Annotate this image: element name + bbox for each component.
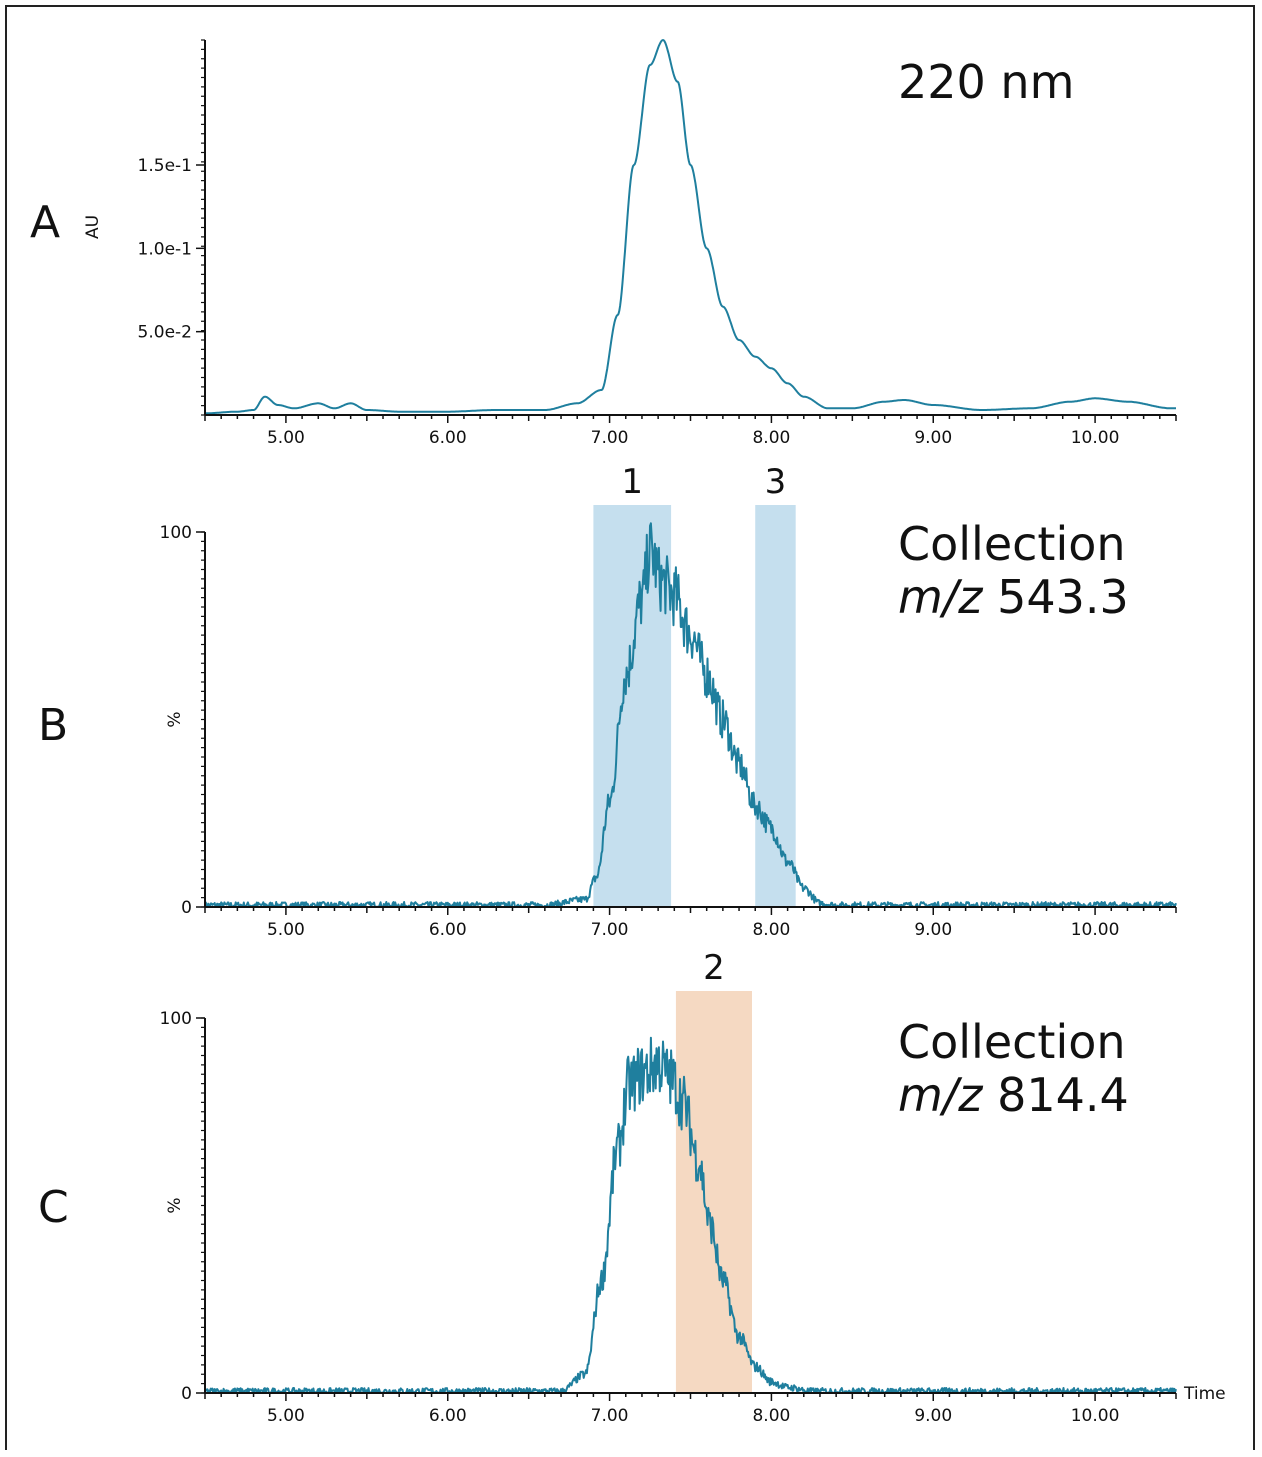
x-tick-label: 9.00 (914, 428, 952, 448)
annotation-mz: m/z 543.3 (898, 570, 1129, 624)
y-tick-label: 0 (181, 1384, 192, 1404)
x-tick-label: 8.00 (752, 428, 790, 448)
x-tick-label: 5.00 (267, 920, 305, 940)
region-label-3: 3 (765, 462, 787, 502)
y-tick-label: 0 (181, 898, 192, 918)
panel-letter: A (30, 197, 60, 248)
collection-region-2 (675, 991, 752, 1393)
y-tick-label: 100 (160, 523, 192, 543)
x-tick-label: 7.00 (591, 1406, 629, 1426)
x-tick-label: 10.00 (1071, 920, 1120, 940)
y-axis-label: % (165, 1197, 185, 1213)
region-label-1: 1 (621, 462, 643, 502)
x-tick-label: 8.00 (752, 920, 790, 940)
y-tick-label: 1.5e-1 (138, 156, 192, 176)
x-tick-label: 5.00 (267, 1406, 305, 1426)
y-axis-label: % (165, 711, 185, 727)
x-tick-label: 6.00 (429, 1406, 467, 1426)
annotation-mz: m/z 814.4 (898, 1068, 1129, 1122)
trace-line-B (204, 522, 1177, 908)
panel-letter: B (38, 700, 68, 751)
annotation-collection: Collection (898, 517, 1126, 571)
x-tick-label: 6.00 (429, 920, 467, 940)
y-tick-label: 1.0e-1 (138, 239, 192, 259)
x-tick-label: 10.00 (1071, 428, 1120, 448)
collection-region-3 (755, 505, 796, 907)
region-label-2: 2 (703, 948, 725, 988)
mz-prefix: m/z (898, 570, 983, 624)
trace-line-C (204, 1036, 1177, 1394)
x-tick-label: 7.00 (591, 920, 629, 940)
x-tick-label: 5.00 (267, 428, 305, 448)
mz-prefix: m/z (898, 1068, 983, 1122)
x-tick-label: 9.00 (914, 1406, 952, 1426)
figure-frame (5, 5, 1255, 1450)
panel-A: 5.00 6.00 7.00 8.00 9.00 10.00 5.0e-2 1.0e-1 1.5… (30, 39, 1177, 448)
panel-C: 2 5.00 6.00 7.00 8.00 9.00 10.00 0 100% C Collecti… (38, 948, 1226, 1426)
x-tick-label: 8.00 (752, 1406, 790, 1426)
annotation-wavelength: 220 nm (898, 55, 1074, 109)
x-tick-label: 6.00 (429, 428, 467, 448)
panel-letter: C (38, 1182, 69, 1233)
mz-value: 543.3 (982, 570, 1128, 624)
y-tick-label: 5.0e-2 (138, 323, 192, 343)
panel-B: 1 3 5.00 6.00 7.00 8.00 9.00 10.00 0 100% B Collect… (38, 462, 1177, 940)
collection-region-1 (593, 505, 672, 907)
x-tick-label: 10.00 (1071, 1406, 1120, 1426)
y-axis-label: AU (83, 215, 103, 239)
x-axis-label: Time (1183, 1384, 1226, 1404)
x-tick-label: 9.00 (914, 920, 952, 940)
y-tick-label: 100 (160, 1009, 192, 1029)
trace-line-A (204, 39, 1177, 415)
annotation-collection: Collection (898, 1015, 1126, 1069)
mz-value: 814.4 (982, 1068, 1128, 1122)
x-tick-label: 7.00 (591, 428, 629, 448)
